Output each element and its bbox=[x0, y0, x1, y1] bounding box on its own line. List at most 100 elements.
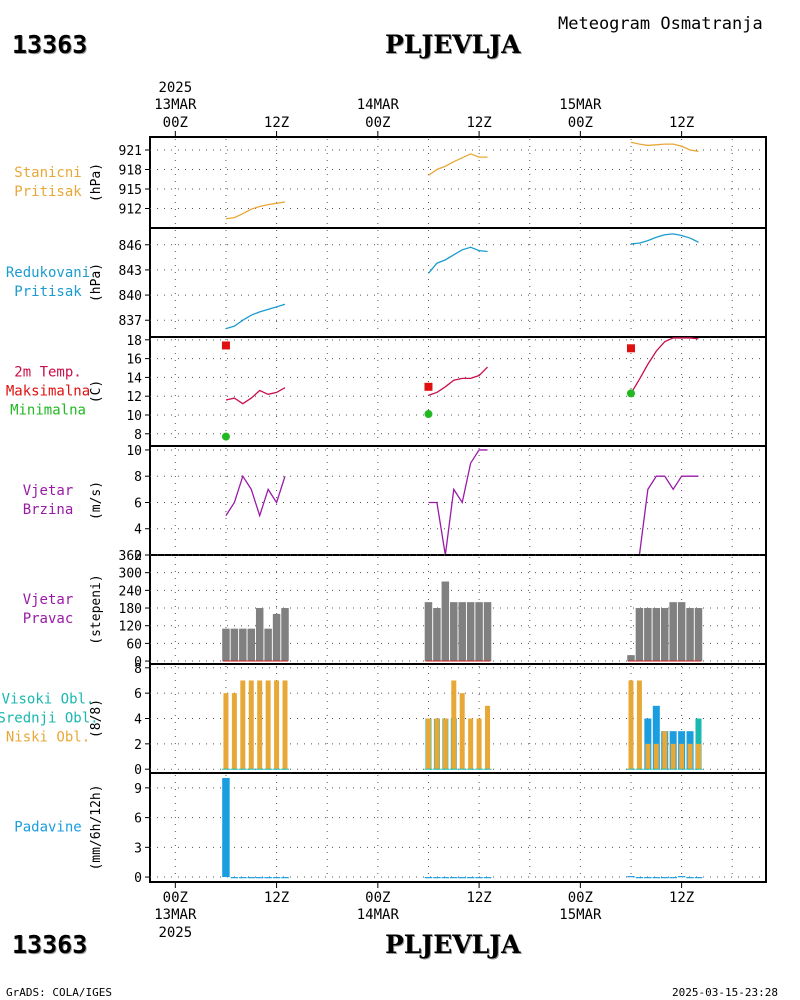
precip-bar bbox=[450, 877, 458, 879]
y-tick-label: 10 bbox=[126, 444, 142, 459]
y-tick-label: 6 bbox=[134, 812, 142, 827]
y-tick-label: 300 bbox=[119, 567, 142, 582]
panel-left-label: Minimalna bbox=[10, 403, 86, 419]
precip-bar bbox=[677, 876, 686, 878]
temp-min-marker bbox=[221, 432, 230, 441]
panel-left-label: Maksimalna bbox=[6, 384, 90, 400]
wind-direction-bar bbox=[222, 628, 230, 662]
cloud-low-bar bbox=[240, 680, 246, 770]
precip-bar bbox=[247, 877, 256, 879]
wind-direction-bar bbox=[450, 602, 458, 662]
y-tick-label: 2 bbox=[134, 549, 142, 564]
panel-left-label: Visoki Obl. bbox=[2, 692, 95, 708]
temp-max-marker bbox=[626, 344, 635, 353]
panel-left-label: Srednji Obl. bbox=[0, 711, 99, 727]
precip-bar bbox=[222, 777, 230, 878]
y-axis-label: (stepeni) bbox=[89, 574, 104, 644]
cloud-low-bar bbox=[468, 718, 474, 770]
y-tick-label: 4 bbox=[134, 713, 142, 728]
cloud-low-bar bbox=[257, 680, 263, 770]
temp-min-marker bbox=[424, 410, 433, 419]
panel-left-label: Stanicni bbox=[14, 165, 81, 181]
cloud-low-bar bbox=[434, 718, 440, 770]
precip-bar bbox=[239, 877, 247, 879]
series-line bbox=[428, 153, 488, 176]
y-tick-label: 8 bbox=[134, 662, 142, 677]
y-tick-label: 0 bbox=[134, 763, 142, 778]
y-tick-label: 360 bbox=[119, 549, 142, 564]
cloud-low-bar bbox=[265, 680, 271, 770]
wind-direction-bar bbox=[424, 602, 433, 662]
y-tick-label: 18 bbox=[126, 334, 142, 349]
y-tick-label: 840 bbox=[119, 289, 142, 304]
precip-bar bbox=[230, 877, 239, 879]
hour-label-top: 00Z bbox=[163, 115, 188, 131]
wind-direction-bar bbox=[466, 602, 475, 662]
cloud-low-bar bbox=[274, 680, 280, 770]
temp-max-marker bbox=[221, 341, 230, 350]
y-tick-label: 6 bbox=[134, 687, 142, 702]
wind-direction-bar bbox=[458, 602, 466, 662]
precip-bar bbox=[694, 877, 703, 879]
y-axis-label: (8/8) bbox=[89, 699, 104, 738]
y-axis-label: (hPa) bbox=[89, 263, 104, 302]
hour-label-top: 12Z bbox=[264, 115, 289, 131]
wind-direction-bar bbox=[652, 608, 661, 662]
cloud-low-bar bbox=[231, 693, 237, 770]
panel-left-label: Pritisak bbox=[14, 284, 82, 300]
y-axis-label: (hPa) bbox=[89, 163, 104, 202]
cloud-low-bar bbox=[282, 680, 288, 770]
series-line bbox=[225, 201, 286, 220]
cloud-low-bar bbox=[653, 743, 659, 770]
hour-label-top: 12Z bbox=[466, 115, 491, 131]
y-tick-label: 14 bbox=[126, 371, 142, 386]
panel-left-label: Vjetar bbox=[23, 592, 74, 608]
wind-direction-bar bbox=[264, 628, 272, 662]
series-line bbox=[428, 449, 488, 556]
y-tick-label: 912 bbox=[119, 203, 142, 218]
footer-credit: GrADS: COLA/IGES bbox=[6, 986, 112, 999]
precip-bar bbox=[264, 877, 272, 879]
series-line bbox=[630, 475, 699, 556]
hour-label-top: 00Z bbox=[365, 115, 390, 131]
wind-direction-bar bbox=[644, 608, 652, 662]
y-tick-label: 120 bbox=[119, 620, 142, 635]
footer-timestamp: 2025-03-15-23:28 bbox=[672, 986, 778, 999]
wind-direction-bar bbox=[433, 608, 441, 662]
cloud-low-bar bbox=[248, 680, 254, 770]
y-tick-label: 240 bbox=[119, 584, 142, 599]
station-id-top: 13363 bbox=[12, 30, 88, 59]
y-tick-label: 843 bbox=[119, 264, 142, 279]
precip-bar bbox=[669, 877, 677, 879]
precip-bar bbox=[475, 877, 483, 879]
panel-left-label: 2m Temp. bbox=[14, 365, 81, 381]
date-label-top: 13MAR bbox=[154, 97, 197, 113]
precip-bar bbox=[255, 877, 264, 879]
precip-bar bbox=[272, 877, 281, 879]
precip-bar bbox=[441, 877, 450, 879]
panel-left-label: Niski Obl. bbox=[6, 730, 90, 746]
cloud-low-bar bbox=[636, 680, 642, 770]
wind-direction-bar bbox=[627, 655, 635, 662]
hour-label-bottom: 12Z bbox=[466, 890, 491, 906]
wind-direction-bar bbox=[660, 608, 669, 662]
hour-label-bottom: 12Z bbox=[669, 890, 694, 906]
wind-direction-bar bbox=[247, 628, 256, 662]
year-label-bottom: 2025 bbox=[158, 925, 192, 941]
y-tick-label: 915 bbox=[119, 183, 142, 198]
cloud-low-bar bbox=[425, 718, 431, 770]
cloud-low-bar bbox=[670, 743, 676, 770]
date-label-top: 14MAR bbox=[357, 97, 400, 113]
y-tick-label: 180 bbox=[119, 602, 142, 617]
y-axis-label: (m/s) bbox=[89, 481, 104, 520]
y-tick-label: 2 bbox=[134, 738, 142, 753]
panel-left-label: Vjetar bbox=[23, 483, 74, 499]
precip-bar bbox=[466, 877, 475, 879]
series-line bbox=[428, 366, 488, 396]
panel-left-label: Padavine bbox=[14, 820, 81, 836]
series-line bbox=[630, 141, 699, 152]
precip-bar bbox=[458, 877, 466, 879]
temp-min-marker bbox=[626, 389, 635, 398]
cloud-low-bar bbox=[679, 743, 685, 770]
